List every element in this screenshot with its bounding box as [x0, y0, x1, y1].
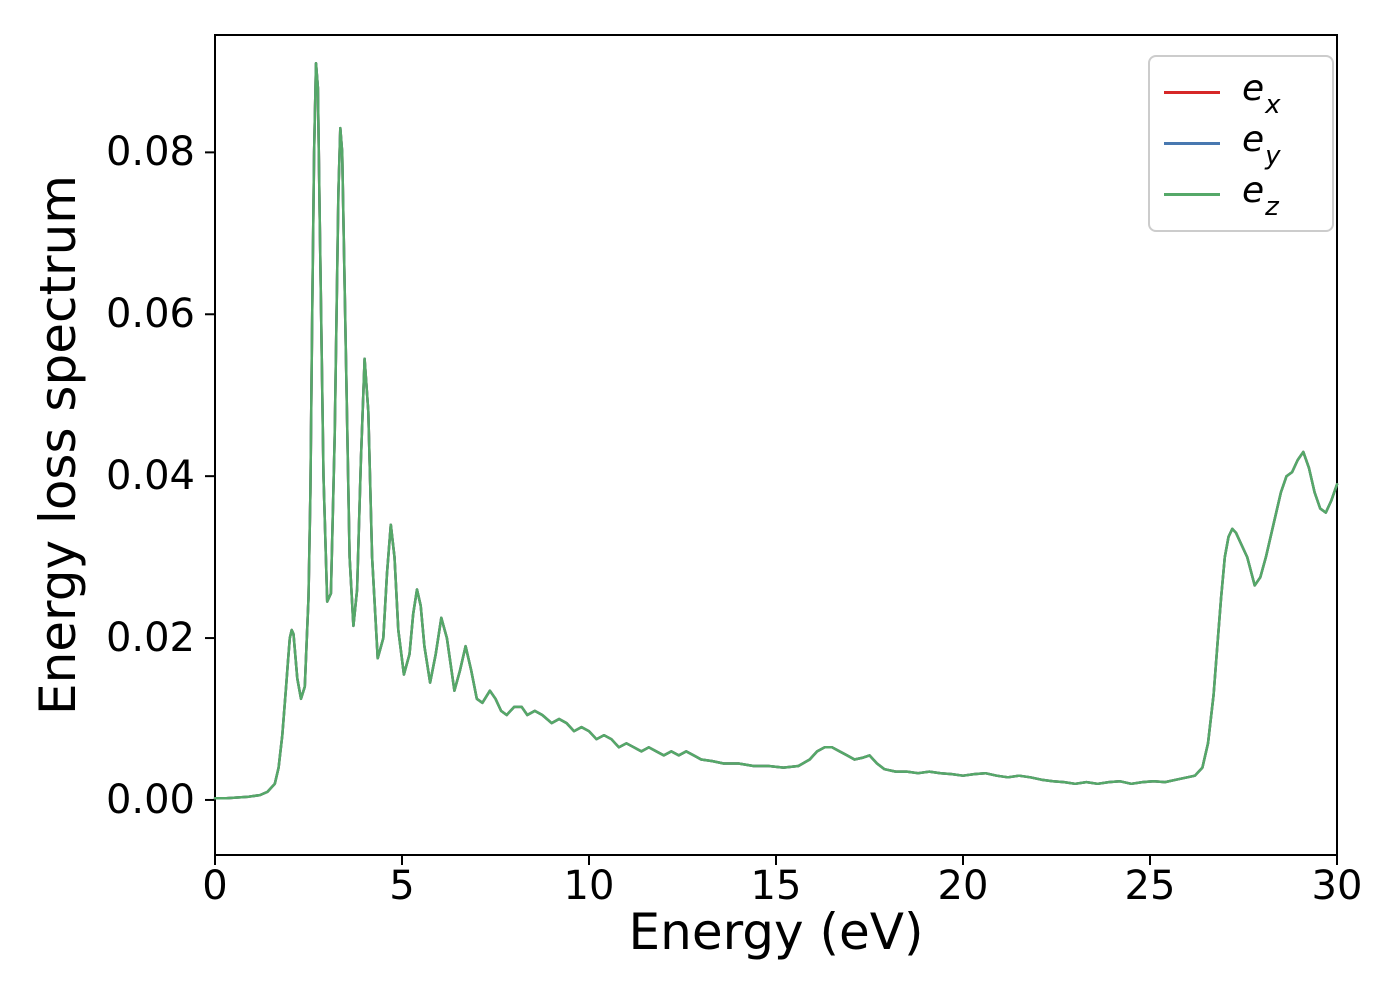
x-axis-label: Energy (eV) — [628, 903, 924, 961]
series-line-e_z — [213, 62, 1339, 800]
legend-label-ex: ex — [1242, 68, 1281, 120]
legend-item-ex: ex — [1150, 67, 1332, 118]
x-tick-label: 30 — [1311, 863, 1363, 909]
y-tick-label: 0.06 — [105, 291, 195, 338]
legend-item-ey: ey — [1150, 118, 1332, 169]
legend-item-ez: ez — [1150, 169, 1332, 220]
legend-line-sample-ex — [1164, 91, 1220, 94]
x-tick-label: 0 — [202, 863, 228, 909]
legend-line-sample-ez — [1164, 193, 1220, 196]
legend: ex ey ez — [1148, 55, 1334, 232]
x-tick-label: 5 — [389, 863, 415, 909]
y-tick-label: 0.00 — [105, 776, 195, 823]
y-tick-label: 0.08 — [105, 129, 195, 176]
legend-line-sample-ey — [1164, 142, 1220, 145]
x-tick-label: 25 — [1124, 863, 1176, 909]
y-axis-label: Energy loss spectrum — [29, 174, 87, 716]
legend-label-ez: ez — [1242, 170, 1279, 222]
y-tick-label: 0.02 — [105, 615, 195, 662]
y-tick-label: 0.04 — [105, 453, 195, 500]
x-tick-label: 20 — [937, 863, 989, 909]
legend-label-ey: ey — [1242, 119, 1281, 171]
x-tick-label: 10 — [563, 863, 615, 909]
x-tick-label: 15 — [750, 863, 802, 909]
